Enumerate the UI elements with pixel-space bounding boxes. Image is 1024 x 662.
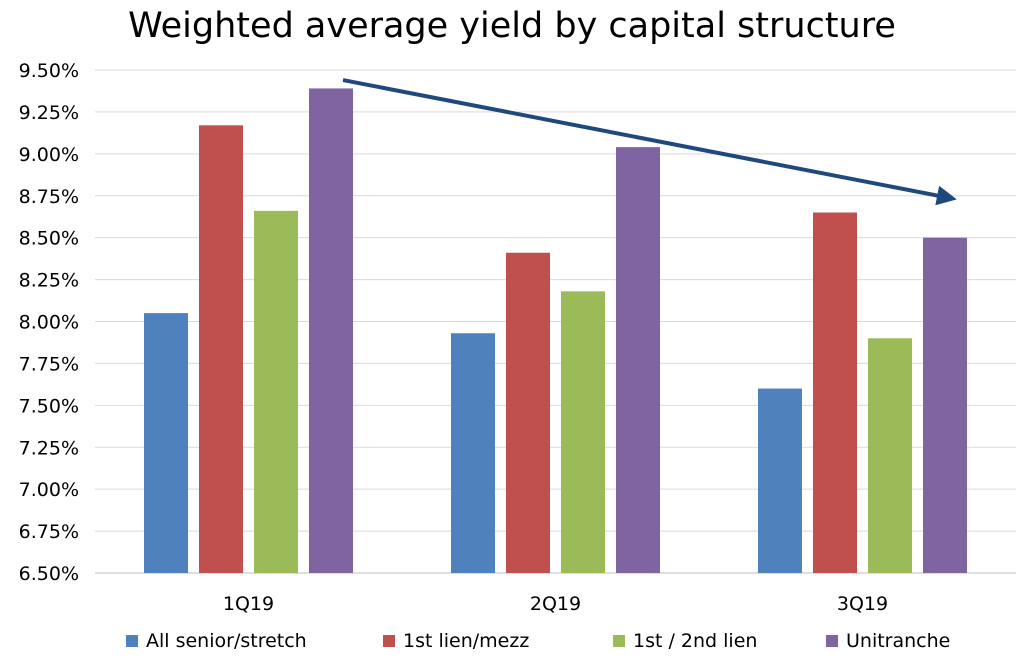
y-tick-label: 9.50%: [19, 60, 79, 82]
legend-swatch: [383, 635, 395, 647]
y-tick-label: 8.75%: [19, 186, 79, 208]
legend-label: Unitranche: [846, 630, 951, 652]
bar: [506, 252, 550, 574]
legend-swatch: [126, 635, 138, 647]
bar: [199, 125, 243, 573]
legend-item: All senior/stretch: [126, 630, 307, 652]
trend-arrow: [342, 78, 957, 206]
y-tick-label: 7.00%: [19, 479, 79, 501]
bar: [451, 333, 495, 573]
bar: [254, 210, 298, 573]
legend-swatch: [826, 635, 838, 647]
x-tick-label: 3Q19: [837, 593, 888, 615]
legend-item: Unitranche: [826, 630, 950, 652]
bar: [868, 338, 912, 573]
bar: [616, 147, 660, 574]
legend-label: 1st / 2nd lien: [633, 630, 758, 652]
y-tick-label: 6.75%: [19, 521, 79, 543]
bar: [923, 237, 967, 573]
y-tick-label: 9.00%: [19, 144, 79, 166]
y-tick-label: 8.25%: [19, 270, 79, 292]
legend-item: 1st / 2nd lien: [613, 630, 757, 652]
x-tick-label: 1Q19: [223, 593, 274, 615]
legend-item: 1st lien/mezz: [383, 630, 529, 652]
legend-label: 1st lien/mezz: [403, 630, 530, 652]
bar: [309, 88, 353, 574]
y-tick-label: 7.75%: [19, 353, 79, 375]
y-tick-label: 8.50%: [19, 228, 79, 250]
bar: [561, 291, 605, 573]
y-tick-label: 9.25%: [19, 102, 79, 124]
chart-legend: All senior/stretch 1st lien/mezz 1st / 2nd…: [0, 630, 1024, 656]
chart-title: Weighted average yield by capital struct…: [128, 6, 896, 46]
legend-label: All senior/stretch: [146, 630, 307, 652]
x-tick-label: 2Q19: [530, 593, 581, 615]
y-tick-label: 7.25%: [19, 437, 79, 459]
legend-swatch: [613, 635, 625, 647]
y-tick-label: 6.50%: [19, 563, 79, 585]
bar: [813, 212, 857, 573]
bar: [144, 313, 188, 573]
bar-chart: 6.50% 6.75% 7.00% 7.25% 7.50% 7.75% 8.00% 8.25%…: [19, 60, 1016, 615]
bar: [758, 388, 802, 573]
y-tick-label: 8.00%: [19, 312, 79, 334]
y-tick-label: 7.50%: [19, 395, 79, 417]
